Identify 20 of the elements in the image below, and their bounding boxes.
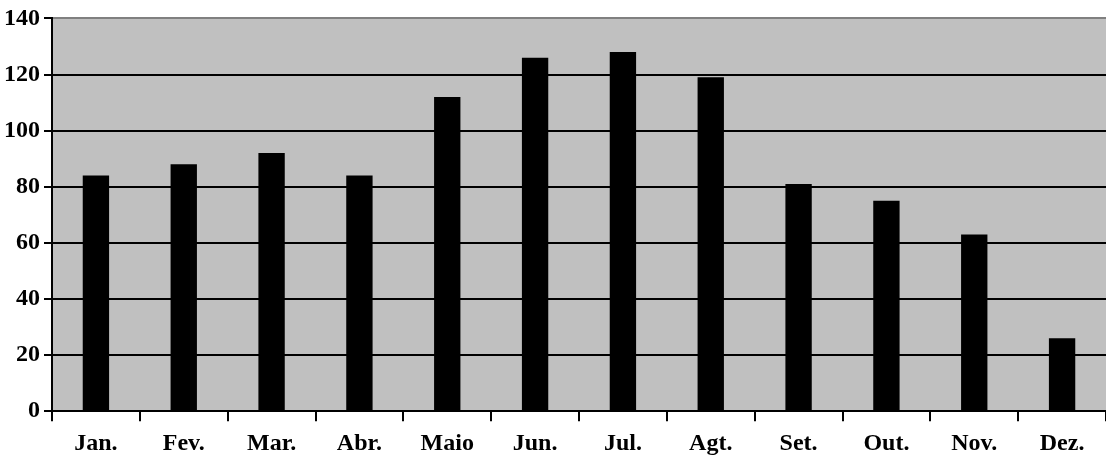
x-tick-label: Nov. <box>951 428 998 455</box>
x-tick-label: Agt. <box>689 428 733 455</box>
x-tick-label: Abr. <box>336 428 382 455</box>
x-tick-label: Jul. <box>603 428 642 455</box>
x-tick-label: Maio <box>420 428 474 455</box>
y-tick-label: 120 <box>4 59 40 86</box>
x-tick-label: Out. <box>863 428 910 455</box>
y-tick-label: 140 <box>4 3 40 30</box>
y-tick-label: 40 <box>16 284 40 311</box>
y-tick-label: 20 <box>16 340 40 367</box>
y-tick-label: 80 <box>16 171 40 198</box>
x-tick-label: Dez. <box>1039 428 1085 455</box>
y-tick-label: 60 <box>16 228 40 255</box>
x-tick-label: Set. <box>779 428 818 455</box>
y-tick-label: 0 <box>28 396 40 423</box>
x-tick-label: Jun. <box>512 428 558 455</box>
x-tick-label: Mar. <box>247 428 297 455</box>
x-tick-label: Fev. <box>162 428 205 455</box>
y-tick-label: 100 <box>4 115 40 142</box>
x-tick-label: Jan. <box>74 428 118 455</box>
